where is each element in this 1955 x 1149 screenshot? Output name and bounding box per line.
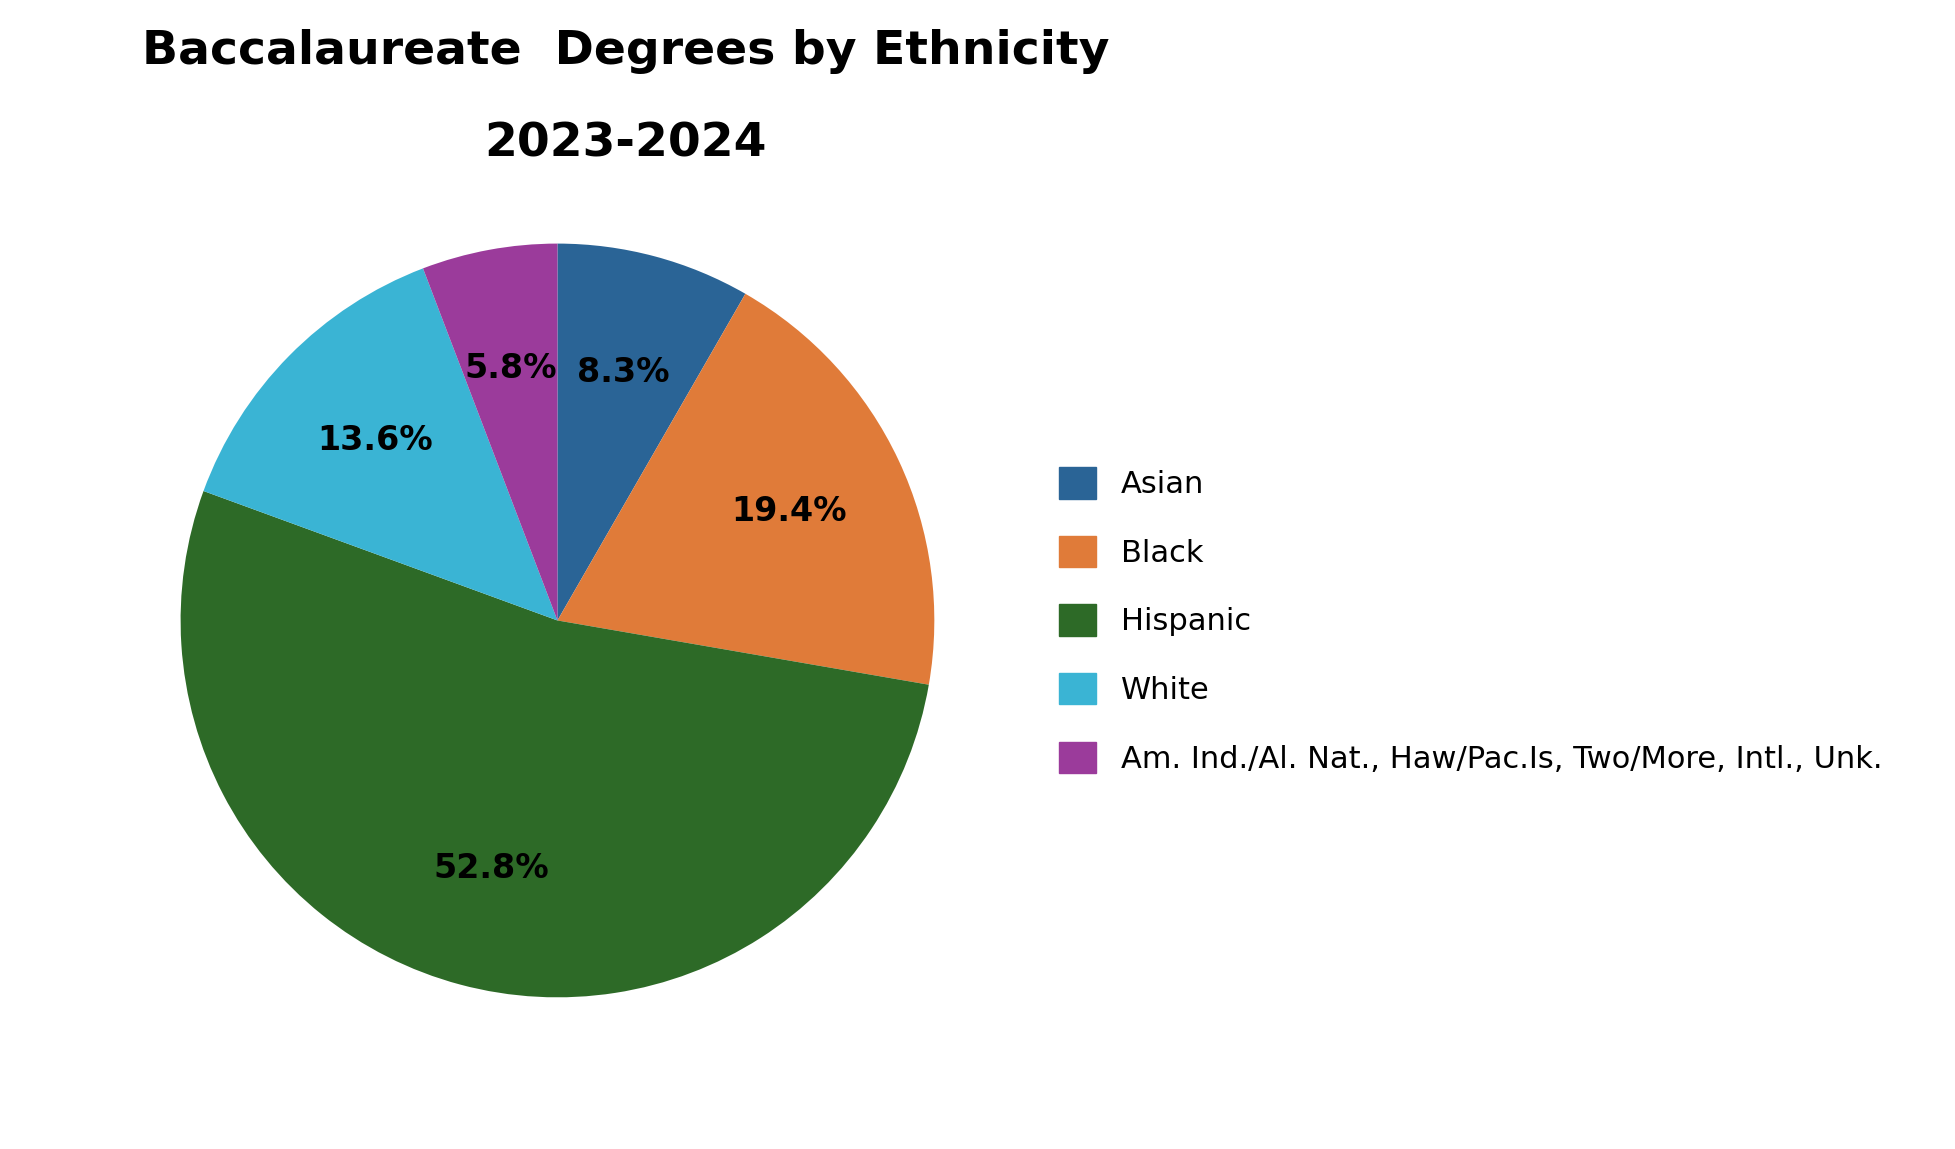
Text: 19.4%: 19.4% <box>731 495 847 529</box>
Wedge shape <box>180 491 929 997</box>
Legend: Asian, Black, Hispanic, White, Am. Ind./Al. Nat., Haw/Pac.Is, Two/More, Intl., U: Asian, Black, Hispanic, White, Am. Ind./… <box>1060 468 1881 773</box>
Text: 52.8%: 52.8% <box>434 851 549 885</box>
Text: 13.6%: 13.6% <box>317 424 432 457</box>
Wedge shape <box>557 294 934 685</box>
Text: 2023-2024: 2023-2024 <box>485 121 766 167</box>
Wedge shape <box>203 269 557 620</box>
Text: Baccalaureate  Degrees by Ethnicity: Baccalaureate Degrees by Ethnicity <box>143 29 1108 75</box>
Wedge shape <box>557 244 745 620</box>
Text: 8.3%: 8.3% <box>577 356 669 390</box>
Wedge shape <box>422 244 557 620</box>
Text: 5.8%: 5.8% <box>465 352 557 385</box>
